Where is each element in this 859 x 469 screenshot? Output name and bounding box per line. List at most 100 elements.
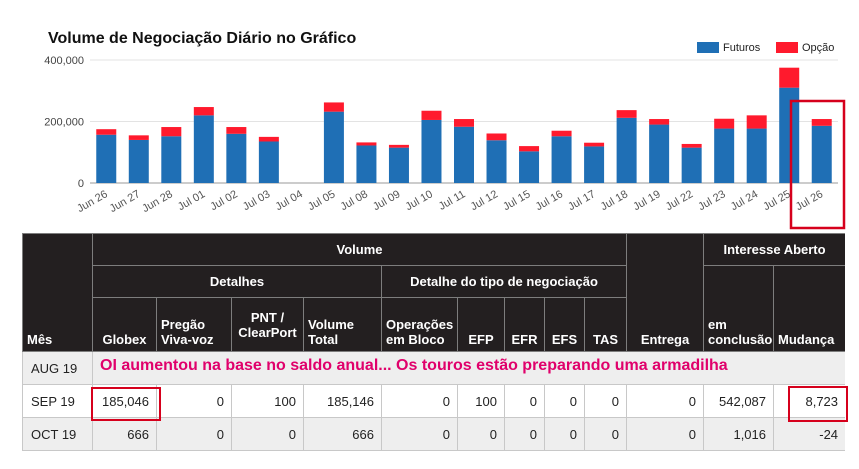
cell-efs: 0 <box>544 417 585 451</box>
x-tick-label: Jul 10 <box>404 188 435 213</box>
bar-futuros <box>811 125 832 183</box>
bar-futuros <box>421 119 442 183</box>
cell-entrega: 0 <box>626 384 705 418</box>
header-mes: Mês <box>22 233 93 352</box>
x-tick-label: Jul 25 <box>761 188 792 213</box>
cell-mudanca: -24 <box>773 417 845 451</box>
bar-opcao <box>96 129 117 135</box>
x-tick-label: Jul 16 <box>534 188 565 213</box>
cell-globex: 666 <box>92 417 157 451</box>
cell-pnt: 100 <box>231 384 304 418</box>
cell-tas: 0 <box>583 417 628 451</box>
x-tick-label: Jul 09 <box>371 188 402 213</box>
header-em-conclusao: em conclusão <box>703 265 775 352</box>
bar-futuros <box>519 151 540 183</box>
bar-opcao <box>746 115 767 129</box>
header-pnt: PNT / ClearPort <box>231 297 304 352</box>
bar-futuros <box>486 140 507 183</box>
bar-opcao <box>356 142 377 146</box>
header-interesse-aberto: Interesse Aberto <box>703 233 845 266</box>
bar-opcao <box>388 144 409 148</box>
x-tick-label: Jul 17 <box>566 188 597 213</box>
header-volume-total: Volume Total <box>303 297 382 352</box>
header-volume: Volume <box>91 233 628 266</box>
bar-opcao <box>649 119 670 125</box>
bar-opcao <box>681 143 702 148</box>
bars <box>96 67 832 183</box>
x-tick-label: Jun 26 <box>75 188 110 215</box>
x-tick-label: Jul 19 <box>631 188 662 213</box>
bar-opcao <box>258 136 279 142</box>
cell-entrega: 0 <box>626 417 705 451</box>
header-operacoes: Operações em Bloco <box>381 297 458 352</box>
table-row: SEP 19 185,046 0 100 185,146 0 100 0 0 0… <box>22 384 845 418</box>
bar-opcao <box>551 130 572 137</box>
bar-futuros <box>779 87 800 183</box>
table-row: AUG 19 <box>22 351 845 385</box>
highlight-box-mudanca <box>788 386 848 422</box>
bar-opcao <box>616 110 637 118</box>
volume-chart: Volume de Negociação Diário no Gráfico F… <box>44 30 846 230</box>
bar-futuros <box>193 115 214 183</box>
cell-efs: 0 <box>544 384 585 418</box>
cell-efp: 0 <box>457 417 505 451</box>
y-tick-label: 0 <box>78 178 84 190</box>
volume-table-wrapper: Mês Volume Entrega Interesse Aberto Deta… <box>22 233 845 469</box>
bar-futuros <box>551 136 572 183</box>
bar-futuros <box>616 117 637 183</box>
x-tick-label: Jun 28 <box>140 188 175 215</box>
bar-opcao <box>128 135 149 140</box>
cell-operacoes: 0 <box>381 384 458 418</box>
x-tick-label: Jul 18 <box>599 188 630 213</box>
bar-opcao <box>421 110 442 120</box>
bar-futuros <box>388 147 409 183</box>
x-tick-label: Jul 03 <box>241 188 272 213</box>
chart-legend: Futuros Opção <box>697 42 834 54</box>
highlight-box-jul26 <box>789 99 846 230</box>
bar-futuros <box>649 124 670 183</box>
cell-pnt: 0 <box>231 417 304 451</box>
bar-opcao <box>193 107 214 116</box>
header-efr: EFR <box>504 297 545 352</box>
bar-opcao <box>714 118 735 129</box>
bar-opcao <box>486 133 507 141</box>
cell-efr: 0 <box>504 384 545 418</box>
x-tick-label: Jul 22 <box>664 188 695 213</box>
cell-mes: SEP 19 <box>22 384 93 418</box>
cell-volume-total: 666 <box>303 417 382 451</box>
cell-mes: OCT 19 <box>22 417 93 451</box>
bar-opcao <box>323 102 344 112</box>
x-tick-label: Jul 11 <box>437 188 468 213</box>
legend-label: Futuros <box>723 42 761 54</box>
bar-futuros <box>356 145 377 183</box>
annotation-text: OI aumentou na base no saldo anual... Os… <box>100 357 728 374</box>
cell-tas: 0 <box>583 384 628 418</box>
bar-opcao <box>811 119 832 126</box>
header-detalhe-tipo: Detalhe do tipo de negociação <box>380 265 628 298</box>
bar-opcao <box>226 127 247 134</box>
cell-globex: 185,046 <box>92 384 157 418</box>
chart-title: Volume de Negociação Diário no Gráfico <box>48 30 356 47</box>
bar-futuros <box>161 136 182 183</box>
legend-swatch <box>697 42 719 53</box>
bar-futuros <box>454 126 474 183</box>
highlight-box-globex <box>91 387 161 421</box>
x-tick-label: Jul 24 <box>729 188 760 213</box>
bar-opcao <box>454 119 474 127</box>
y-tick-label: 200,000 <box>44 117 84 129</box>
cell-efr: 0 <box>504 417 545 451</box>
header-entrega: Entrega <box>626 233 705 352</box>
bar-opcao <box>779 67 800 88</box>
x-tick-label: Jul 23 <box>696 188 727 213</box>
cell-pregao: 0 <box>156 384 232 418</box>
bar-futuros <box>746 128 767 183</box>
legend-label: Opção <box>802 42 834 54</box>
x-tick-label: Jun 27 <box>108 188 143 215</box>
header-mudanca: Mudança <box>773 265 845 352</box>
y-axis: 0 200,000 400,000 <box>44 55 84 190</box>
header-efs: EFS <box>544 297 585 352</box>
x-tick-label: Jul 01 <box>176 188 207 213</box>
bar-futuros <box>584 146 605 183</box>
volume-table: Mês Volume Entrega Interesse Aberto Deta… <box>22 233 845 451</box>
